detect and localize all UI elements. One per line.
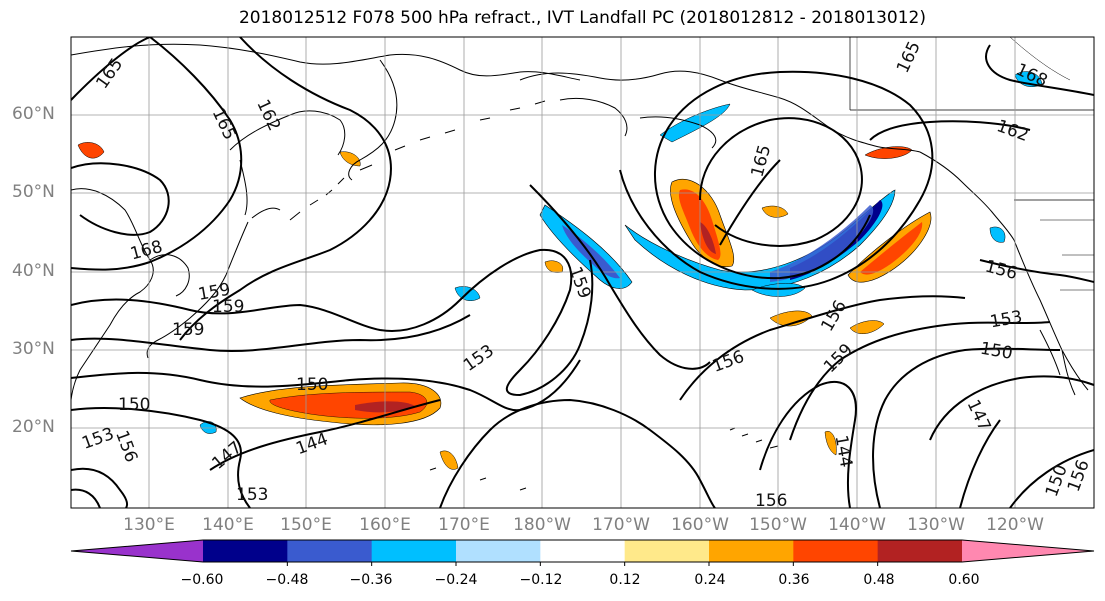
lat-label: 40°N [12, 261, 55, 281]
colorbar-tick-label: −0.24 [434, 572, 478, 588]
colorbar-segment [456, 540, 541, 562]
colorbar-segment [371, 540, 457, 562]
shade-positive-small-3 [824, 430, 837, 456]
colorbar-segment [203, 540, 288, 562]
colorbar-segment [540, 540, 626, 562]
colorbar-tick-label: 0.36 [778, 572, 810, 588]
map-frame [70, 36, 1095, 509]
shade-positive-patch [439, 450, 459, 470]
lon-label: 170°W [592, 515, 650, 535]
lat-label: 60°N [12, 104, 55, 124]
colorbar-segment [624, 540, 710, 562]
colorbar-segment [709, 540, 794, 562]
lon-label: 130°W [907, 515, 965, 535]
colorbar-tick-label: 0.24 [694, 572, 726, 588]
colorbar-segment [287, 540, 373, 562]
contour-label: 159 [212, 297, 244, 317]
lat-label: 50°N [12, 182, 55, 202]
lon-label: 180°W [513, 515, 571, 535]
shade-positive-small-5 [769, 310, 813, 327]
height-contours [71, 37, 1094, 508]
lon-label: 130°E [123, 515, 175, 535]
lon-label: 150°E [280, 515, 332, 535]
shade-positive-small-4 [77, 142, 105, 159]
contour-label: 150 [296, 375, 328, 395]
lon-label: 150°W [749, 515, 807, 535]
shade-negative-small-4 [751, 283, 806, 297]
shade-positive-small-2 [849, 320, 885, 335]
lat-label: 20°N [12, 417, 55, 437]
colorbar-tick-label: 0.12 [609, 572, 641, 588]
colorbar-outline [70, 539, 1095, 563]
lon-label: 160°E [359, 515, 411, 535]
lon-label: 140°W [828, 515, 886, 535]
shade-positive-cyclone-max [700, 222, 716, 254]
contour-label: 150 [118, 395, 150, 415]
colorbar-extend-high [962, 540, 1094, 562]
shade-positive-small-1 [761, 205, 789, 218]
lat-label: 30°N [12, 339, 55, 359]
colorbar-segment [793, 540, 879, 562]
shade-negative-cyclone-arc [624, 189, 896, 291]
colorbar-tick-label: −0.60 [180, 572, 224, 588]
shade-negative-cyclone-arc-mid [770, 205, 874, 282]
colorbar-segment [877, 540, 963, 562]
shade-positive-east-core [860, 222, 923, 275]
lon-label: 160°W [671, 515, 729, 535]
contour-label: 156 [755, 491, 787, 511]
shade-negative-trough-west-core [562, 225, 620, 279]
contour-label: 159 [172, 320, 204, 340]
shading-layer [77, 71, 1043, 470]
shade-positive-east [847, 211, 932, 283]
map-title: 2018012512 F078 500 hPa refract., IVT La… [238, 8, 926, 28]
colorbar-tick-label: −0.48 [265, 572, 309, 588]
colorbar [70, 539, 1095, 566]
colorbar-tick-label: −0.12 [519, 572, 563, 588]
colorbar-tick-label: −0.36 [349, 572, 393, 588]
colorbar-extend-low [71, 540, 203, 562]
lon-label: 170°E [438, 515, 490, 535]
contour-label: 153 [236, 485, 268, 505]
colorbar-tick-label: 0.48 [863, 572, 895, 588]
lon-label: 140°E [202, 515, 254, 535]
lon-label: 120°W [986, 515, 1044, 535]
map-area: 165 165 162 168 159 159 159 153 150 150 … [71, 37, 1094, 511]
coastlines [71, 37, 1094, 491]
shade-negative-small-6 [989, 226, 1006, 243]
colorbar-tick-label: 0.60 [948, 572, 980, 588]
